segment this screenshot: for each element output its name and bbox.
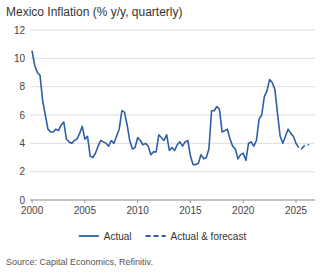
x-tick-label: 2015 — [179, 205, 202, 216]
y-tick-label: 4 — [19, 138, 25, 149]
title: Mexico Inflation (% y/y, quarterly) — [6, 5, 183, 19]
grid-line — [30, 171, 315, 172]
y-tick-label: 12 — [14, 25, 26, 36]
legend-item: Actual & forecast — [146, 231, 247, 242]
y-axis: 0 2 4 6 8 10 12 — [14, 25, 26, 206]
x-tick-label: 2025 — [285, 205, 308, 216]
legend-swatch — [146, 235, 166, 237]
x-axis-line — [30, 200, 315, 201]
legend-item: Actual — [79, 231, 132, 242]
legend: Actual Actual & forecast — [79, 231, 247, 242]
x-tick — [243, 200, 244, 203]
chart: Mexico Inflation (% y/y, quarterly) 0 2 4 6 8… — [0, 0, 325, 273]
grid — [30, 30, 315, 200]
x-tick-label: 2005 — [74, 205, 97, 216]
grid-line — [30, 200, 315, 201]
x-tick-label: 2000 — [21, 205, 44, 216]
grid-line — [30, 115, 315, 116]
legend-label: Actual & forecast — [171, 231, 247, 242]
x-axis: 2000 2005 2010 2015 2020 2025 — [21, 200, 308, 216]
series-line — [32, 51, 296, 164]
series-line — [296, 143, 309, 149]
lines — [32, 51, 309, 164]
grid-line — [30, 30, 315, 31]
x-tick — [84, 200, 85, 203]
y-tick-label: 8 — [19, 81, 25, 92]
legend-label: Actual — [104, 231, 132, 242]
grid-line — [30, 58, 315, 59]
x-tick — [32, 200, 33, 203]
x-tick — [296, 200, 297, 203]
x-tick — [190, 200, 191, 203]
y-tick-label: 6 — [19, 110, 25, 121]
annotation: Source: Capital Economics, Refinitiv. — [6, 257, 153, 267]
x-tick-label: 2020 — [232, 205, 255, 216]
grid-line — [30, 86, 315, 87]
y-tick-label: 2 — [19, 166, 25, 177]
y-tick-label: 0 — [19, 195, 25, 206]
y-tick-label: 10 — [14, 53, 26, 64]
x-tick — [137, 200, 138, 203]
x-tick-label: 2010 — [127, 205, 150, 216]
legend-swatch — [79, 235, 99, 237]
